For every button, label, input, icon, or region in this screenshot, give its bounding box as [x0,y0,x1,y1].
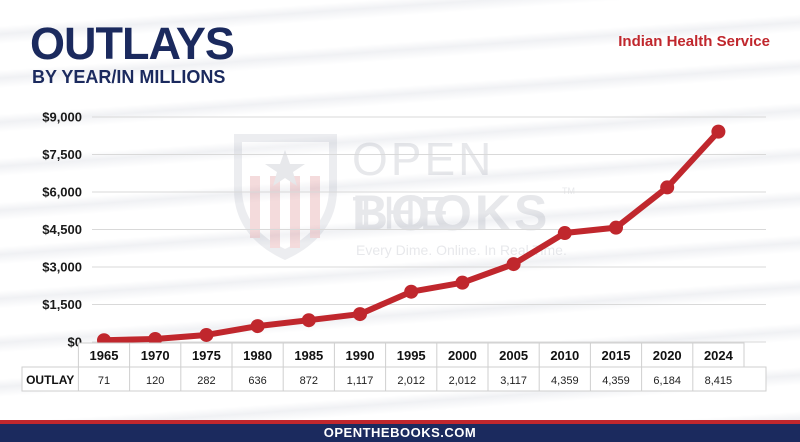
series-line [101,128,722,344]
table-cell-value: 3,117 [500,375,527,387]
x-tick-label: 2015 [602,348,631,363]
y-tick-label: $1,500 [42,297,82,312]
table-cell-value: 2,012 [397,375,425,387]
data-point [506,257,521,272]
x-tick-label: 2000 [448,348,477,363]
table-cell-value: 1,117 [347,375,374,387]
watermark-shield-icon [234,134,337,260]
watermark-line1: OPEN THE [352,133,495,239]
footer-bar: OPENTHEBOOKS.COM [0,420,800,442]
data-point [557,226,572,241]
agency-label: Indian Health Service [618,33,770,50]
y-tick-label: $7,500 [42,147,82,162]
table-cell-value: 4,359 [602,375,630,387]
x-tick-label: 1985 [294,348,323,363]
table-cell-value: 636 [248,375,266,387]
y-tick-label: $4,500 [42,222,82,237]
footer-site-link[interactable]: OPENTHEBOOKS.COM [323,425,477,440]
chart-title: OUTLAYS [30,18,235,69]
x-tick-label: 2010 [550,348,579,363]
data-point [199,327,214,342]
x-tick-label: 2005 [499,348,528,363]
y-tick-label: $9,000 [42,110,82,125]
watermark-tagline: Every Dime. Online. In Real Time. [356,242,567,258]
x-tick-label: 2024 [704,348,734,363]
table-cell-value: 4,359 [551,375,579,387]
data-point [250,319,265,334]
watermark: OPEN THE BOOKS TM Every Dime. Online. In… [228,128,588,268]
y-tick-label: $6,000 [42,185,82,200]
table-row-label: OUTLAY [26,373,74,387]
table-cell-value: 872 [300,375,318,387]
data-point [353,307,367,322]
x-tick-label: 1990 [346,348,375,363]
table-cell-value: 6,184 [653,375,681,387]
x-tick-label: 2020 [653,348,682,363]
table-cell-value: 8,415 [705,375,733,387]
data-point [609,220,623,235]
series-polyline [101,128,722,344]
x-tick-label: 1970 [141,348,170,363]
x-tick-label: 1980 [243,348,272,363]
x-tick-label: 1965 [90,348,119,363]
table-cell-value: 120 [146,375,164,387]
grid-lines [92,116,766,343]
line-chart: $0$1,500$3,000$4,500$6,000$7,500$9,000 O… [21,110,767,392]
watermark-trademark: TM [562,186,575,196]
table-cell-value: 71 [98,375,110,387]
y-tick-label: $3,000 [42,260,82,275]
table-cell-value: 2,012 [449,375,477,387]
data-table: OUTLAY 1965 71 1970 120 1975 282 1980 636 1985 872… [21,342,767,392]
table-header-row [77,342,745,368]
chart-subtitle: BY YEAR/IN MILLIONS [32,67,226,87]
watermark-line2: BOOKS [352,185,551,241]
x-tick-label: 1975 [192,348,221,363]
data-points [97,124,726,348]
y-axis: $0$1,500$3,000$4,500$6,000$7,500$9,000 [42,110,82,350]
data-point [404,284,419,299]
data-point [301,313,316,328]
x-tick-label: 1995 [397,348,426,363]
data-point [711,124,726,139]
table-cell-value: 282 [197,375,215,387]
data-point [660,180,675,195]
data-point [455,275,470,290]
